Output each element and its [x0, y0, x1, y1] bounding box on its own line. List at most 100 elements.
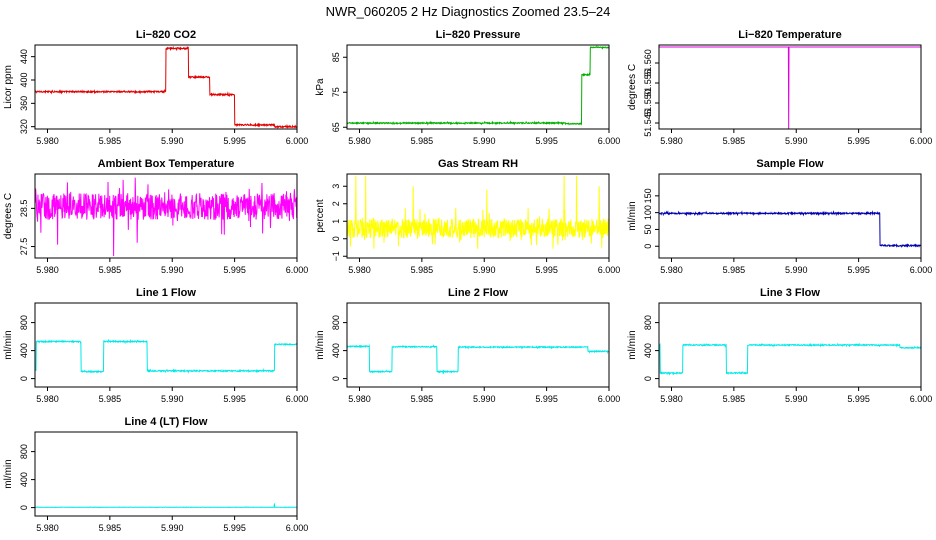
y-axis-label: degrees C — [3, 193, 14, 239]
plot-frame — [346, 44, 610, 130]
y-tick-label: 150 — [643, 188, 653, 203]
x-tick-label: 5.980 — [36, 136, 59, 146]
y-tick-label: 400 — [19, 72, 29, 87]
y-tick-label: 800 — [19, 444, 29, 459]
y-tick-label: 440 — [19, 49, 29, 64]
data-series-line — [35, 45, 297, 129]
x-tick-label: 5.980 — [36, 394, 59, 404]
panel-title: Ambient Box Temperature — [98, 158, 235, 170]
x-tick-label: 5.995 — [223, 523, 246, 533]
y-axis-label: Licor ppm — [3, 65, 14, 109]
panel-title: Line 2 Flow — [448, 287, 508, 299]
plot-frame — [658, 173, 922, 259]
x-tick-label: 5.990 — [161, 136, 184, 146]
y-tick-label: 0 — [331, 236, 341, 241]
y-tick-label: 800 — [331, 315, 341, 330]
panel-title: Li−820 Pressure — [436, 29, 521, 41]
x-tick-label: 5.995 — [535, 394, 558, 404]
panel-title: Li−820 Temperature — [738, 29, 841, 41]
y-tick-label: 50 — [643, 224, 653, 234]
x-tick-label: 5.995 — [535, 136, 558, 146]
y-tick-label: 0 — [19, 505, 29, 510]
data-series-line — [35, 338, 297, 374]
x-tick-label: 6.000 — [286, 523, 309, 533]
y-tick-label: 400 — [19, 343, 29, 358]
y-axis-label: ml/min — [315, 330, 326, 359]
data-series-line — [35, 177, 297, 257]
y-axis-label: kPa — [315, 78, 326, 96]
data-series-line — [659, 342, 921, 376]
y-axis-label: percent — [315, 199, 326, 233]
panel-title: Line 4 (LT) Flow — [125, 416, 208, 428]
y-tick-label: 0 — [19, 376, 29, 381]
plot-frame — [34, 431, 298, 517]
x-tick-label: 5.985 — [411, 265, 434, 275]
y-tick-label: 400 — [643, 343, 653, 358]
x-tick-label: 6.000 — [910, 265, 933, 275]
x-tick-label: 6.000 — [598, 394, 621, 404]
y-axis-label: ml/min — [3, 459, 14, 488]
x-tick-label: 5.990 — [473, 394, 496, 404]
plot-frame — [346, 173, 610, 259]
y-tick-label: −1 — [331, 251, 341, 261]
x-tick-label: 6.000 — [910, 136, 933, 146]
x-tick-label: 5.995 — [847, 136, 870, 146]
x-tick-label: 5.985 — [99, 394, 122, 404]
y-tick-label: 0 — [643, 244, 653, 249]
x-tick-label: 6.000 — [286, 265, 309, 275]
chart-panel-5: Gas Stream RH percent −1 0 1 2 3 5.980 5.985 5.99… — [315, 158, 620, 275]
x-tick-label: 5.980 — [36, 265, 59, 275]
y-tick-label: 100 — [643, 205, 653, 220]
plot-frame — [34, 302, 298, 388]
plot-frame — [658, 44, 922, 130]
y-tick-label: 51.550 — [643, 89, 653, 117]
x-tick-label: 5.980 — [348, 136, 371, 146]
x-tick-label: 5.990 — [785, 394, 808, 404]
x-tick-label: 5.980 — [660, 136, 683, 146]
x-tick-label: 6.000 — [286, 394, 309, 404]
y-tick-label: 75 — [331, 87, 341, 97]
panel-title: Line 3 Flow — [760, 287, 820, 299]
x-tick-label: 6.000 — [598, 136, 621, 146]
y-tick-label: 85 — [331, 52, 341, 62]
y-tick-label: 51.555 — [643, 69, 653, 97]
y-tick-label: 1 — [331, 219, 341, 224]
x-tick-label: 5.985 — [723, 136, 746, 146]
figure-title: NWR_060205 2 Hz Diagnostics Zoomed 23.5–… — [326, 4, 611, 19]
x-tick-label: 5.985 — [99, 265, 122, 275]
y-tick-label: 0 — [643, 376, 653, 381]
x-tick-label: 5.985 — [411, 394, 434, 404]
x-tick-label: 6.000 — [910, 394, 933, 404]
plot-frame — [34, 44, 298, 130]
x-tick-label: 5.995 — [223, 265, 246, 275]
y-tick-label: 51.545 — [643, 109, 653, 137]
x-tick-label: 5.985 — [411, 136, 434, 146]
plot-frame — [658, 302, 922, 388]
chart-panel-7: Line 1 Flow ml/min 0 400 800 5.980 5.985 5.990 5… — [3, 287, 308, 404]
chart-panel-2: Li−820 Pressure kPa 65 75 85 5.980 5.985 5.990 5… — [315, 29, 620, 146]
data-series-line — [347, 45, 609, 126]
x-tick-label: 5.990 — [785, 265, 808, 275]
y-tick-label: 800 — [643, 315, 653, 330]
x-tick-label: 5.985 — [99, 523, 122, 533]
y-axis-label: ml/min — [3, 330, 14, 359]
y-axis-label: ml/min — [627, 201, 638, 230]
y-tick-label: 65 — [331, 122, 341, 132]
y-tick-label: 800 — [19, 315, 29, 330]
data-series-line — [659, 46, 921, 129]
data-series-line — [347, 175, 609, 249]
x-tick-label: 5.995 — [847, 394, 870, 404]
x-tick-label: 5.995 — [223, 136, 246, 146]
data-series-line — [347, 344, 609, 375]
x-tick-label: 5.980 — [348, 265, 371, 275]
chart-panel-8: Line 2 Flow ml/min 0 400 800 5.980 5.985 5.990 5… — [315, 287, 620, 404]
x-tick-label: 5.990 — [473, 136, 496, 146]
x-tick-label: 5.985 — [723, 394, 746, 404]
panel-title: Sample Flow — [756, 158, 824, 170]
data-series-line — [659, 210, 921, 248]
x-tick-label: 6.000 — [598, 265, 621, 275]
x-tick-label: 5.990 — [473, 265, 496, 275]
x-tick-label: 5.980 — [36, 523, 59, 533]
